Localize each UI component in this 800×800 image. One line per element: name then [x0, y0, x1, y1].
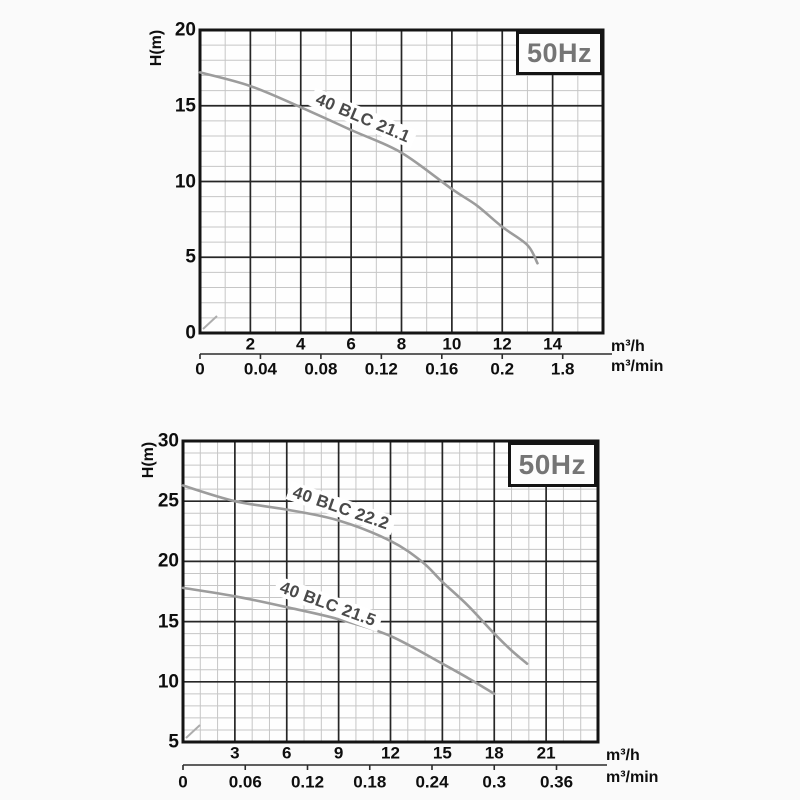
plot-border: [181, 439, 600, 744]
x-tick-label: 8: [396, 334, 407, 354]
secondary-tick-label: 1.8: [550, 359, 575, 379]
secondary-tick-label: 0.06: [228, 772, 262, 792]
secondary-tick-label: 0.3: [482, 772, 507, 792]
x-tick-label: 9: [333, 743, 344, 763]
y-tick-label: 0: [185, 322, 196, 344]
secondary-tick-label: 0.04: [243, 359, 277, 379]
x-tick-label: 18: [484, 743, 504, 763]
y-tick-label: 10: [157, 671, 179, 693]
x-tick-label: 2: [245, 334, 256, 354]
y-tick-label: 15: [174, 95, 196, 117]
secondary-tick-label: 0.16: [425, 359, 459, 379]
secondary-tick-label: 0.12: [364, 359, 398, 379]
frequency-badge: 50Hz: [515, 31, 603, 75]
pump-curve: [198, 71, 539, 265]
secondary-tick-label: 0: [195, 359, 205, 379]
secondary-tick-label: 0.36: [539, 772, 574, 792]
x-tick-label: 6: [282, 743, 292, 763]
y-tick-label: 10: [174, 171, 196, 192]
y-axis-title: H(m): [148, 29, 165, 67]
x-tick-label: 15: [432, 743, 452, 763]
x-tick-label: 12: [381, 743, 400, 763]
frequency-badge: 50Hz: [507, 442, 597, 487]
plot-border: [198, 28, 605, 335]
y-tick-label: 20: [174, 19, 196, 41]
y-tick-label: 15: [157, 611, 179, 633]
x-unit-m3h-label: m³/h: [611, 338, 645, 355]
secondary-tick-label: 0.08: [304, 359, 338, 379]
x-tick-label: 6: [346, 334, 356, 354]
x-unit-m3min-label: m³/min: [611, 358, 664, 375]
y-axis-title: H(m): [140, 441, 157, 479]
secondary-tick-label: 0.24: [415, 772, 449, 792]
y-tick-label: 20: [157, 550, 179, 572]
x-tick-label: 4: [296, 334, 306, 354]
secondary-tick-label: 0.18: [353, 772, 387, 792]
secondary-tick-label: 0: [178, 772, 188, 792]
x-tick-label: 3: [230, 743, 240, 763]
x-unit-m3min-label: m³/min: [606, 769, 659, 786]
origin-slash-mark: [185, 724, 201, 739]
y-tick-label: 25: [157, 490, 179, 512]
x-unit-m3h-label: m³/h: [606, 747, 640, 764]
x-tick-label: 12: [492, 334, 512, 354]
x-tick-label: 10: [442, 334, 462, 354]
x-tick-label: 14: [543, 334, 563, 354]
y-tick-label: 5: [185, 246, 196, 268]
pump-curve: [181, 484, 529, 665]
x-tick-label: 21: [536, 743, 556, 763]
y-tick-label: 30: [157, 430, 179, 452]
secondary-tick-label: 0.12: [290, 772, 325, 792]
origin-slash-mark: [202, 315, 218, 330]
y-tick-label: 5: [168, 731, 179, 753]
secondary-tick-label: 0.2: [490, 359, 515, 379]
